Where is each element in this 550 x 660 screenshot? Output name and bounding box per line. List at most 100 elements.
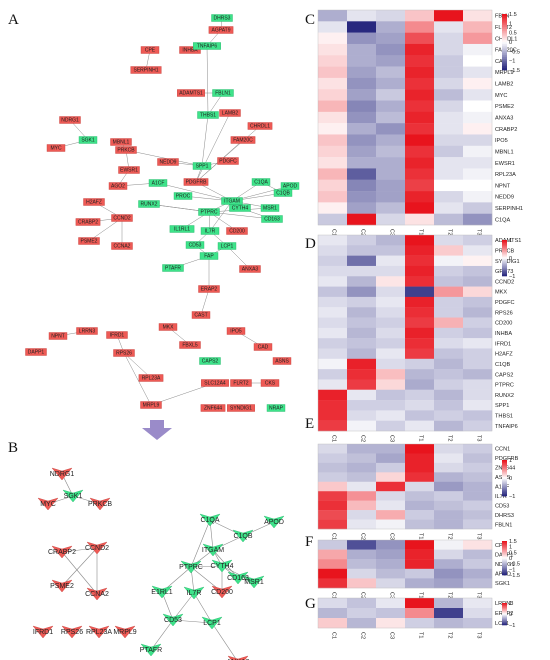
node-box bbox=[227, 404, 255, 412]
heatmap-cell bbox=[405, 400, 435, 411]
heatmap-cell bbox=[463, 100, 493, 113]
colorbar-step bbox=[502, 43, 507, 47]
network-edge bbox=[201, 114, 209, 167]
heatmap-cell bbox=[434, 134, 464, 146]
node-label: SERPINH1 bbox=[133, 67, 158, 73]
heatmap-cell bbox=[434, 191, 464, 203]
colorbar-step bbox=[502, 248, 507, 250]
heatmap-cell bbox=[347, 578, 377, 589]
node-pdgfc: PDGFC bbox=[217, 157, 239, 165]
heatmap-cell bbox=[434, 608, 464, 619]
gene-label: NEDD9 bbox=[495, 195, 514, 201]
node-label: CKS bbox=[265, 380, 276, 386]
heatmap-cell bbox=[405, 358, 435, 370]
colorbar-tick: 1.5 bbox=[509, 12, 517, 18]
node-box bbox=[198, 285, 220, 293]
colorbar-step bbox=[502, 543, 507, 545]
heatmap-cell bbox=[318, 348, 348, 359]
node-box bbox=[199, 357, 221, 365]
heatmap-cell bbox=[405, 510, 435, 520]
node-cast: CAST bbox=[191, 311, 211, 319]
node-spp1: SPP1 bbox=[192, 162, 212, 170]
node-label: PDGFC bbox=[219, 158, 237, 164]
heatmap-cell bbox=[347, 202, 377, 214]
heatmap-cell bbox=[463, 462, 493, 473]
colorbar-step bbox=[502, 608, 507, 610]
heatmap-cell bbox=[434, 157, 464, 169]
column-label: C1 bbox=[331, 592, 337, 599]
heatmap-cell bbox=[318, 453, 348, 464]
tri-node-cd163: CD163 bbox=[227, 571, 249, 585]
colorbar-step bbox=[502, 605, 507, 607]
heatmap-cell bbox=[347, 549, 377, 560]
colorbar-step bbox=[502, 484, 507, 486]
colorbar-step bbox=[502, 460, 507, 462]
heatmap-cell bbox=[318, 213, 348, 226]
tri-node-ptafr: PTAFR bbox=[140, 643, 162, 657]
heatmap-cell bbox=[318, 338, 348, 349]
tri-shape bbox=[37, 497, 59, 511]
node-box bbox=[260, 204, 280, 212]
heatmap-cell bbox=[434, 179, 464, 192]
heatmap-cell bbox=[318, 410, 348, 421]
heatmap-cell bbox=[434, 296, 464, 308]
gene-label: NPNT bbox=[495, 183, 511, 189]
column-label: T1 bbox=[418, 533, 424, 540]
colorbar-step bbox=[502, 264, 507, 266]
colorbar-step bbox=[502, 542, 507, 544]
colorbar-step bbox=[502, 15, 507, 19]
heatmap-cell bbox=[463, 379, 493, 390]
heatmap-cell bbox=[405, 111, 435, 124]
colorbar-step bbox=[502, 564, 507, 567]
node-label: INHBA bbox=[182, 47, 198, 53]
heatmap-cell bbox=[463, 157, 493, 169]
heatmap-cell bbox=[405, 598, 435, 609]
colorbar-step bbox=[502, 462, 507, 464]
heatmap-cell bbox=[434, 235, 464, 246]
node-box bbox=[197, 111, 219, 119]
heatmap-cell bbox=[463, 276, 493, 287]
node-erap2: ERAP2 bbox=[198, 285, 220, 293]
column-label: C3 bbox=[389, 435, 395, 442]
colorbar-step bbox=[502, 68, 507, 71]
node-box bbox=[138, 374, 164, 382]
heatmap-cell bbox=[405, 317, 435, 329]
colorbar-step bbox=[502, 270, 507, 272]
heatmap-cell bbox=[434, 66, 464, 79]
heatmap-cell bbox=[376, 379, 406, 390]
colorbar-step bbox=[502, 247, 507, 249]
tri-node-rpl23a: RPL23A bbox=[86, 625, 112, 639]
node-mrpl9: MRPL9 bbox=[140, 401, 162, 409]
colorbar-step bbox=[502, 608, 507, 610]
heatmap-cell bbox=[434, 540, 464, 550]
node-label: RUNX2 bbox=[141, 201, 158, 207]
colorbar-tick: −1 bbox=[509, 494, 515, 500]
node-box bbox=[173, 192, 193, 200]
tri-node-cyth4: CYTH4 bbox=[211, 559, 234, 573]
heatmap-cell bbox=[347, 276, 377, 287]
node-box bbox=[260, 379, 280, 387]
heatmap-cell bbox=[347, 157, 377, 169]
column-label: T1 bbox=[418, 229, 424, 236]
heatmap-cell bbox=[463, 245, 493, 256]
colorbar-step bbox=[502, 476, 507, 479]
heatmap-cell bbox=[405, 286, 435, 298]
heatmap-cell bbox=[405, 10, 435, 22]
heatmap-cell bbox=[318, 462, 348, 473]
node-pdgfrb: PDGFRB bbox=[183, 178, 209, 186]
colorbar-step bbox=[502, 23, 507, 26]
network-edge bbox=[61, 551, 98, 595]
node-ptprc: PTPRC bbox=[198, 208, 220, 216]
heatmap-cell bbox=[405, 389, 435, 401]
colorbar-step bbox=[502, 572, 507, 575]
colorbar-step bbox=[502, 615, 507, 617]
colorbar-step bbox=[502, 274, 507, 277]
tri-node-cd200: CD200 bbox=[211, 585, 233, 599]
heatmap-cell bbox=[347, 444, 377, 454]
colorbar-step bbox=[502, 51, 507, 54]
heatmap-cell bbox=[376, 307, 406, 318]
heatmap-cell bbox=[376, 608, 406, 619]
tri-label: PTPRC bbox=[179, 564, 203, 571]
heatmap-cell bbox=[376, 444, 406, 454]
node-fap: FAP bbox=[199, 252, 219, 260]
